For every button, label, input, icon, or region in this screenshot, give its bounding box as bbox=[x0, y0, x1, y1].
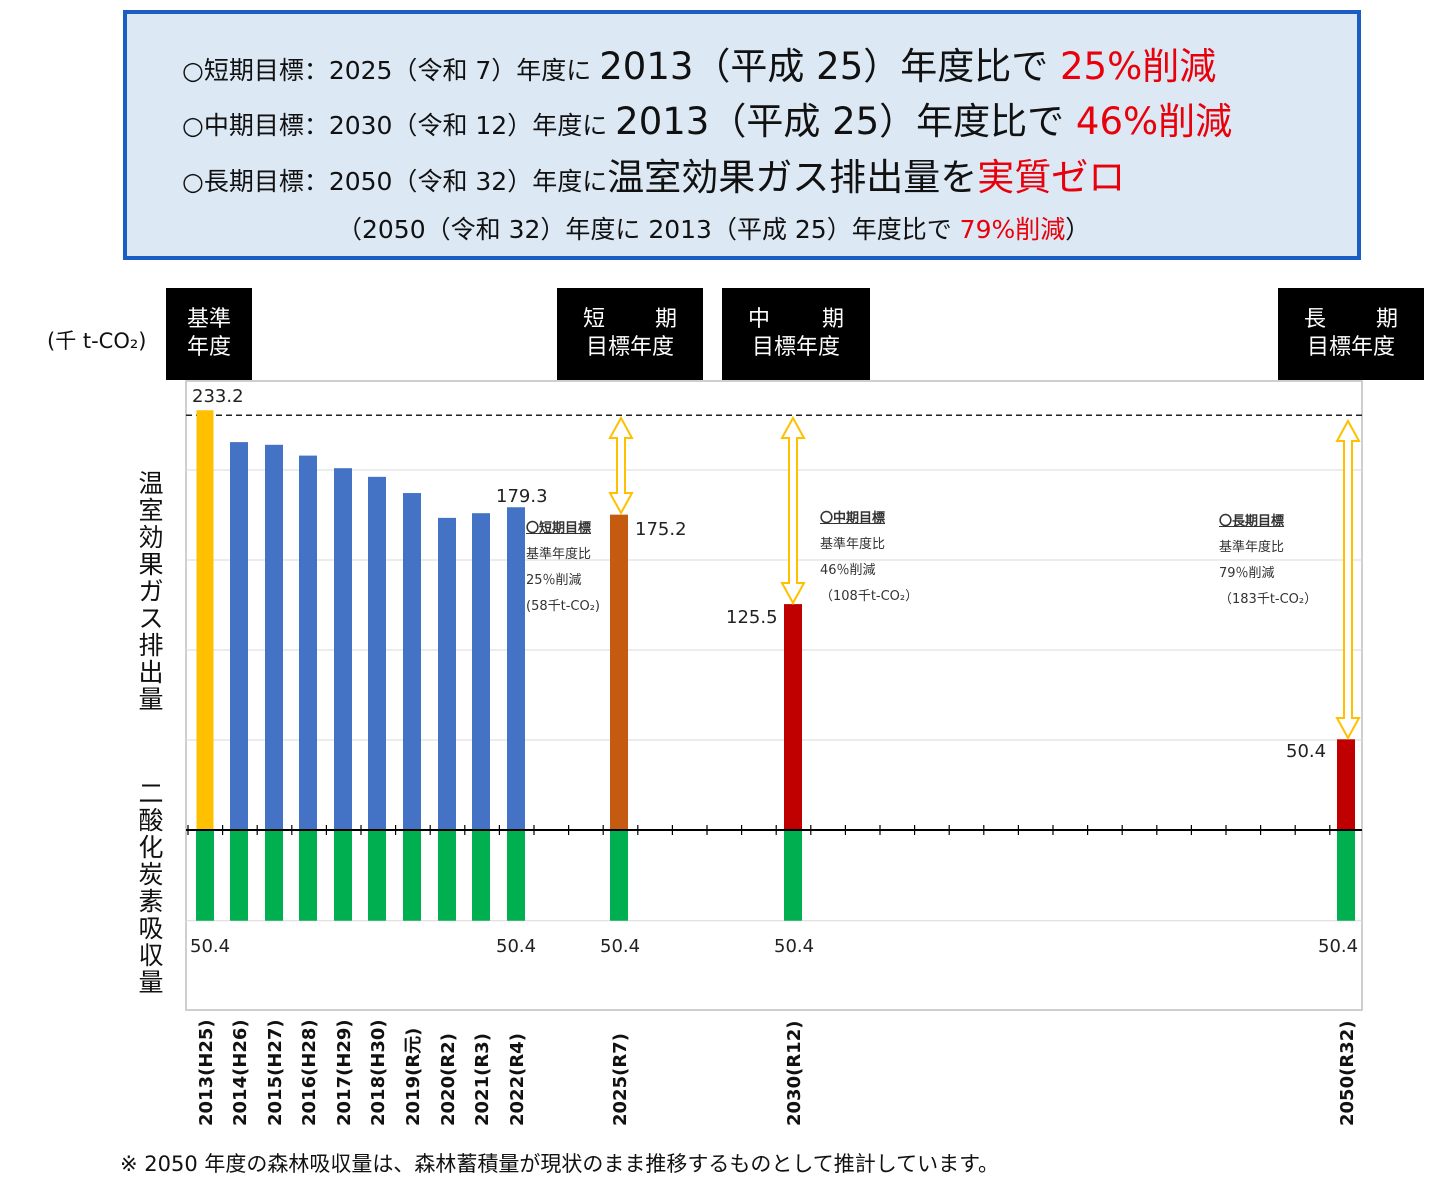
x-tick-2013(H25): 2013(H25) bbox=[196, 1019, 217, 1126]
footnote: ※ 2050 年度の森林吸収量は、森林蓄積量が現状のまま推移するものとして推計し… bbox=[120, 1152, 1000, 1176]
data-label-2025(R7): 175.2 bbox=[635, 519, 687, 540]
note-short-target: 〇短期目標 基準年度比 25％削減 (58千t-CO₂) bbox=[526, 521, 600, 614]
y-label-emissions-char: ス bbox=[138, 604, 164, 633]
x-tick-2022(R4): 2022(R4) bbox=[507, 1033, 528, 1126]
data-label-2013(H25): 233.2 bbox=[192, 386, 244, 407]
y-label-emissions-char: 温 bbox=[138, 469, 164, 498]
y-label-emissions-char: 排 bbox=[138, 631, 164, 660]
header-mid-target: 中期 目標年度 bbox=[722, 288, 870, 380]
y-label-emissions-char: 室 bbox=[138, 496, 164, 525]
bar-emission-2014(H26) bbox=[230, 442, 248, 830]
bar-emission-2030(R12) bbox=[784, 604, 802, 830]
header-long-target: 長期 目標年度 bbox=[1278, 288, 1424, 380]
y-label-absorption-char: 収 bbox=[138, 941, 164, 970]
goal-long: ○長期目標：2050（令和 32）年度に温室効果ガス排出量を実質ゼロ bbox=[182, 156, 1126, 199]
bar-absorption-2015(H27) bbox=[265, 830, 283, 921]
bar-emission-2013(H25) bbox=[196, 410, 214, 830]
x-tick-2020(R2): 2020(R2) bbox=[438, 1033, 459, 1126]
absorption-label-2050(R32): 50.4 bbox=[1318, 936, 1358, 957]
reduction-arrow-short bbox=[608, 415, 634, 516]
y-label-absorption-char: 化 bbox=[138, 833, 164, 862]
bar-emission-2025(R7) bbox=[610, 514, 628, 830]
reduction-arrow-long bbox=[1335, 418, 1361, 741]
bar-emission-2019(R元) bbox=[403, 493, 421, 830]
reduction-arrow-mid bbox=[780, 415, 806, 606]
y-label-absorption: 二酸化炭素吸収量 bbox=[136, 780, 166, 996]
bar-emission-2018(H30) bbox=[368, 476, 386, 830]
bar-absorption-2025(R7) bbox=[610, 830, 628, 921]
x-tick-2014(H26): 2014(H26) bbox=[230, 1019, 251, 1126]
data-label-2022(R4): 179.3 bbox=[496, 486, 548, 507]
bar-absorption-2021(R3) bbox=[472, 830, 490, 921]
absorption-label-2022(R4): 50.4 bbox=[496, 936, 536, 957]
bar-absorption-2050(R32) bbox=[1337, 830, 1355, 921]
goals-box: ○短期目標：2025（令和 7）年度に 2013（平成 25）年度比で 25%削… bbox=[123, 10, 1361, 260]
y-label-emissions-char: 出 bbox=[138, 658, 164, 687]
y-label-absorption-char: 酸 bbox=[138, 806, 164, 835]
bar-absorption-2022(R4) bbox=[507, 830, 525, 921]
y-label-absorption-char: 炭 bbox=[138, 860, 164, 889]
data-label-2030(R12): 125.5 bbox=[726, 607, 778, 628]
absorption-label-2013(H25): 50.4 bbox=[190, 936, 230, 957]
bar-absorption-2019(R元) bbox=[403, 830, 421, 921]
y-label-emissions-char: ガ bbox=[138, 577, 164, 606]
bar-emission-2022(R4) bbox=[507, 507, 525, 830]
header-base-year: 基準 年度 bbox=[166, 288, 252, 380]
bar-emission-2015(H27) bbox=[265, 444, 283, 830]
y-label-emissions-char: 量 bbox=[138, 685, 164, 714]
x-tick-2018(H30): 2018(H30) bbox=[368, 1019, 389, 1126]
header-short-target: 短期 目標年度 bbox=[557, 288, 703, 380]
bar-absorption-2014(H26) bbox=[230, 830, 248, 921]
goal-long-note: （2050（令和 32）年度に 2013（平成 25）年度比で 79%削減） bbox=[337, 215, 1091, 244]
y-label-emissions: 温室効果ガス排出量 bbox=[136, 470, 166, 713]
x-tick-2017(H29): 2017(H29) bbox=[334, 1019, 355, 1126]
y-label-absorption-char: 量 bbox=[138, 968, 164, 997]
x-tick-2015(H27): 2015(H27) bbox=[265, 1019, 286, 1126]
absorption-label-2025(R7): 50.4 bbox=[600, 936, 640, 957]
bar-emission-2016(H28) bbox=[299, 455, 317, 830]
x-tick-2030(R12): 2030(R12) bbox=[784, 1021, 805, 1126]
bar-absorption-2013(H25) bbox=[196, 830, 214, 921]
y-label-absorption-char: 二 bbox=[138, 779, 164, 808]
bar-absorption-2020(R2) bbox=[438, 830, 456, 921]
note-mid-target: 〇中期目標 基準年度比 46％削減 （108千t-CO₂） bbox=[820, 511, 919, 604]
bar-absorption-2016(H28) bbox=[299, 830, 317, 921]
x-tick-2025(R7): 2025(R7) bbox=[610, 1033, 631, 1126]
x-tick-2021(R3): 2021(R3) bbox=[472, 1033, 493, 1126]
note-long-target: 〇長期目標 基準年度比 79％削減 （183千t-CO₂） bbox=[1219, 514, 1318, 607]
bar-absorption-2018(H30) bbox=[368, 830, 386, 921]
goal-short: ○短期目標：2025（令和 7）年度に 2013（平成 25）年度比で 25%削… bbox=[182, 45, 1217, 88]
bar-absorption-2017(H29) bbox=[334, 830, 352, 921]
x-tick-2019(R元): 2019(R元) bbox=[403, 1028, 424, 1126]
bar-emission-2021(R3) bbox=[472, 513, 490, 830]
goal-mid: ○中期目標：2030（令和 12）年度に 2013（平成 25）年度比で 46%… bbox=[182, 100, 1233, 143]
y-label-emissions-char: 効 bbox=[138, 523, 164, 552]
data-label-2050(R32): 50.4 bbox=[1286, 741, 1326, 762]
y-label-absorption-char: 吸 bbox=[138, 914, 164, 943]
unit-label: (千 t-CO₂) bbox=[47, 329, 147, 353]
x-tick-2050(R32): 2050(R32) bbox=[1337, 1021, 1358, 1126]
y-label-absorption-char: 素 bbox=[138, 887, 164, 916]
bar-emission-2017(H29) bbox=[334, 468, 352, 830]
absorption-label-2030(R12): 50.4 bbox=[774, 936, 814, 957]
bar-emission-2050(R32) bbox=[1337, 739, 1355, 830]
y-label-emissions-char: 果 bbox=[138, 550, 164, 579]
plot-area bbox=[185, 380, 1363, 1011]
bar-absorption-2030(R12) bbox=[784, 830, 802, 921]
x-tick-2016(H28): 2016(H28) bbox=[299, 1019, 320, 1126]
bar-emission-2020(R2) bbox=[438, 517, 456, 830]
